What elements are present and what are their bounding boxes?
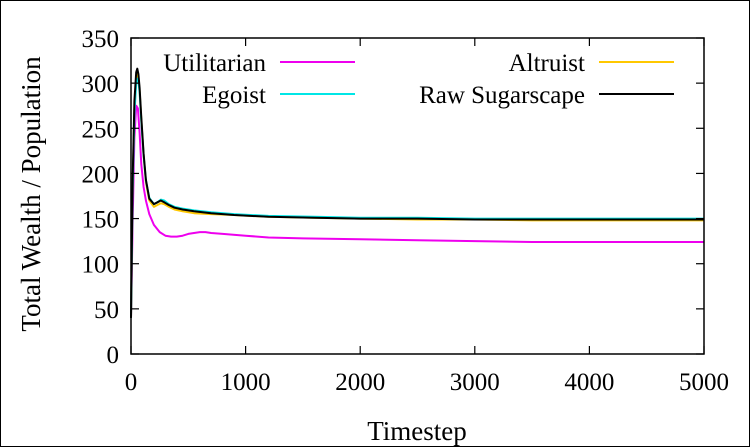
y-tick-label: 150 — [82, 207, 120, 234]
legend: Utilitarian Altruist Egoist Raw Sugarscape — [163, 50, 674, 109]
legend-label: Utilitarian — [163, 50, 266, 77]
y-tick-label: 250 — [82, 116, 120, 143]
y-axis-label: Total Wealth / Population — [16, 56, 46, 332]
legend-label: Egoist — [202, 82, 266, 109]
y-tick-label: 200 — [82, 161, 120, 188]
y-tick-label: 50 — [94, 297, 119, 324]
y-tick-label: 100 — [82, 252, 120, 279]
series-line-3 — [130, 67, 704, 318]
y-tick-label: 350 — [82, 26, 120, 53]
x-tick-label: 3000 — [450, 369, 500, 396]
x-axis-label: Timestep — [367, 416, 467, 446]
x-tick-label: 5000 — [679, 369, 729, 396]
axis-ticks: 0 50 100 150 200 250 300 350 0 1000 2000 3000 4000 50… — [82, 26, 730, 396]
y-tick-label: 300 — [82, 71, 120, 98]
legend-label: Raw Sugarscape — [419, 82, 585, 109]
legend-label: Altruist — [509, 50, 585, 77]
series-line-0 — [130, 104, 704, 318]
series-lines — [130, 67, 704, 318]
y-tick-label: 0 — [107, 342, 120, 369]
x-tick-label: 0 — [125, 369, 138, 396]
x-tick-label: 2000 — [335, 369, 385, 396]
x-tick-label: 4000 — [564, 369, 614, 396]
x-tick-label: 1000 — [221, 369, 271, 396]
plot-frame — [130, 37, 705, 355]
